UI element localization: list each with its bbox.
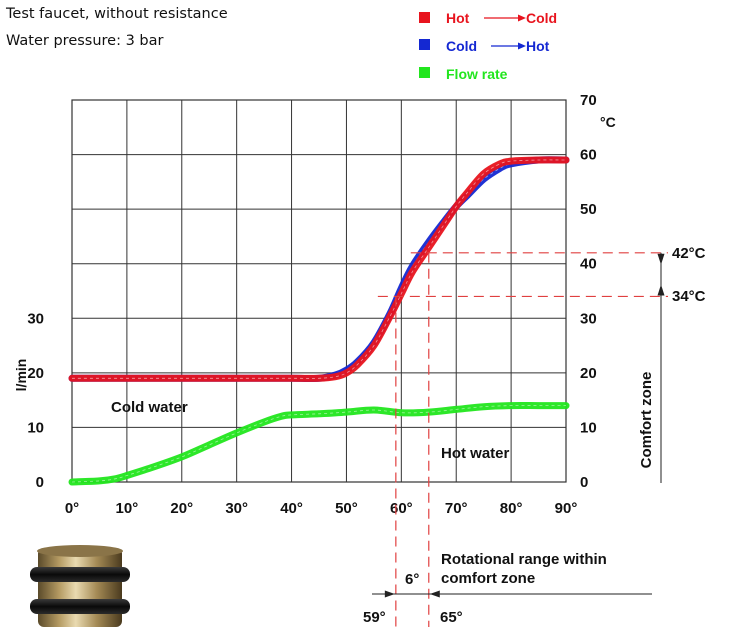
series-hot-to-cold — [68, 156, 570, 382]
comfort-zone-guides — [372, 252, 668, 627]
annotation-rotational-range-line1: Rotational range within — [441, 551, 607, 568]
legend-swatch-cold-hot — [419, 39, 430, 50]
right-y-tick-label: 50 — [580, 201, 597, 218]
chart-legend: Hot Cold Cold Hot Flow rate — [419, 10, 557, 82]
legend-label-cold-target: Cold — [526, 10, 557, 26]
plot-frame — [71, 99, 567, 483]
annotation-angle-span: 6° — [405, 571, 419, 588]
left-y-tick-label: 20 — [27, 365, 44, 382]
angle-arrow-right — [384, 590, 395, 598]
x-tick-label: 40° — [280, 500, 303, 517]
right-y-tick-label: 20 — [580, 365, 597, 382]
series-cold-to-hot — [68, 156, 570, 383]
legend-swatch-flow-rate — [419, 67, 430, 78]
annotation-rotational-range-line2: comfort zone — [441, 570, 535, 587]
chart-ticks: 0° 10° 20° 30° 40° 50° 60° 70° 80° 90°01020304050… — [27, 92, 596, 517]
left-y-tick-label: 10 — [27, 419, 44, 436]
left-y-tick-label: 0 — [36, 474, 44, 491]
x-tick-label: 80° — [500, 500, 523, 517]
series-flow-rate — [68, 402, 570, 486]
x-tick-label: 50° — [335, 500, 358, 517]
legend-label-hot: Hot — [446, 10, 470, 26]
legend-arrow-head-cold-hot — [518, 42, 526, 50]
chart-series — [68, 156, 570, 486]
x-tick-label: 90° — [555, 500, 578, 517]
chart-subtitle-pressure: Water pressure: 3 bar — [6, 33, 164, 49]
series-cold-to-hot-highlight — [72, 159, 567, 379]
annotation-angle-high: 65° — [440, 609, 463, 626]
legend-label-flow-rate: Flow rate — [446, 66, 508, 82]
annotation-cold-water: Cold water — [111, 399, 188, 416]
left-y-tick-label: 30 — [27, 310, 44, 327]
x-tick-label: 20° — [170, 500, 193, 517]
right-y-tick-label: 40 — [580, 256, 597, 273]
angle-arrow-left — [429, 590, 440, 598]
annotation-comfort-zone: Comfort zone — [638, 372, 655, 469]
right-y-tick-label: 10 — [580, 419, 597, 436]
x-tick-label: 10° — [116, 500, 139, 517]
right-y-tick-label: 0 — [580, 474, 588, 491]
series-hot-to-cold-highlight — [72, 159, 567, 379]
right-y-tick-label: 30 — [580, 310, 597, 327]
x-tick-label: 70° — [445, 500, 468, 517]
right-axis-label: °C — [600, 114, 616, 130]
right-y-tick-label: 70 — [580, 92, 597, 109]
annotation-angle-low: 59° — [363, 609, 386, 626]
series-flow-rate-highlight — [71, 405, 566, 483]
chart-subtitle-test-condition: Test faucet, without resistance — [6, 6, 228, 22]
right-y-tick-label: 60 — [580, 147, 597, 164]
cartridge-photo — [30, 545, 130, 627]
x-tick-label: 30° — [225, 500, 248, 517]
label-lower-temperature: 34°C — [672, 288, 706, 305]
comfort-arrow-up — [657, 284, 665, 296]
label-upper-temperature: 42°C — [672, 245, 706, 262]
x-tick-label: 60° — [390, 500, 413, 517]
legend-label-hot-target: Hot — [526, 38, 550, 54]
annotation-hot-water: Hot water — [441, 445, 510, 462]
chart-grid — [71, 99, 567, 483]
legend-swatch-hot-cold — [419, 12, 430, 23]
left-axis-label: l/min — [13, 359, 29, 392]
comfort-arrow-down — [657, 253, 665, 265]
x-tick-label: 0° — [65, 500, 79, 517]
legend-label-cold: Cold — [446, 38, 477, 54]
legend-arrow-head-hot-cold — [518, 14, 526, 22]
